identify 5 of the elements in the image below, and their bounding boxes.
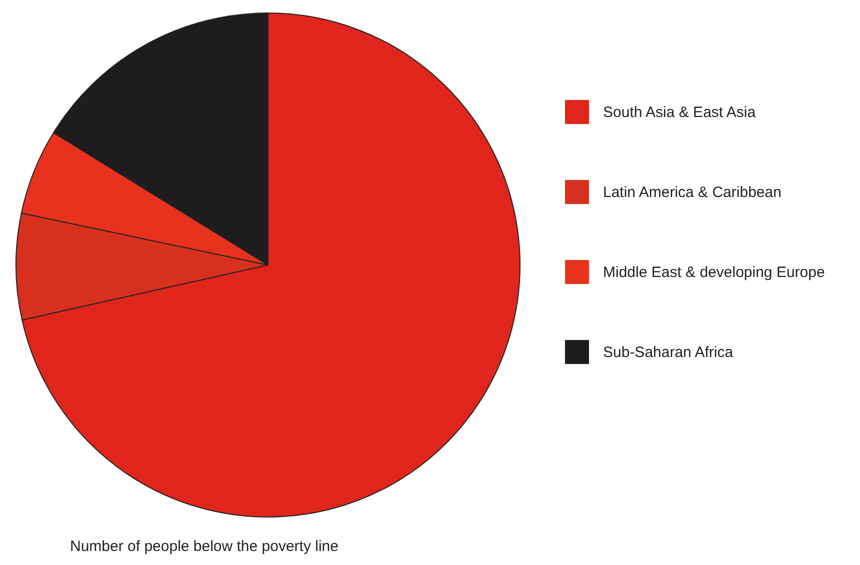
legend-label: South Asia & East Asia (603, 104, 756, 121)
legend-label: Middle East & developing Europe (603, 264, 825, 281)
text: Number of people below the poverty line (70, 538, 338, 555)
legend-label: Latin America & Caribbean (603, 184, 782, 201)
legend-label: Sub-Saharan Africa (603, 344, 734, 361)
